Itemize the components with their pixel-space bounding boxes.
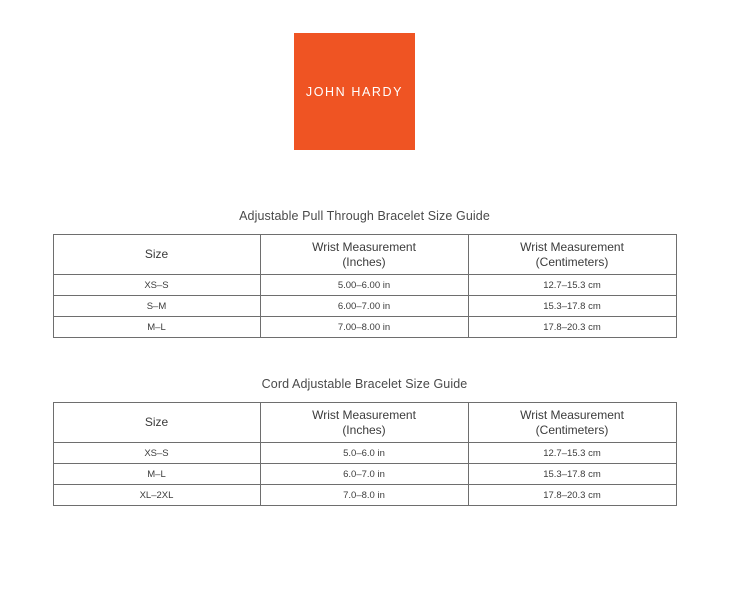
cell-inches: 5.0–6.0 in	[259, 442, 469, 464]
table-row: M–L 6.0–7.0 in 15.3–17.8 cm	[52, 463, 677, 485]
column-header-wrist-inches-line2: (Inches)	[342, 254, 386, 269]
cell-size: M–L	[52, 316, 261, 338]
column-header-wrist-inches-line2: (Inches)	[342, 422, 386, 437]
section-title-pull-through: Adjustable Pull Through Bracelet Size Gu…	[239, 209, 490, 223]
column-header-wrist-centimeters: Wrist Measurement (Centimeters)	[467, 234, 677, 275]
column-header-size-line1: Size	[144, 247, 169, 261]
table-row: S–M 6.00–7.00 in 15.3–17.8 cm	[52, 295, 677, 317]
table-header-cord: Size Wrist Measurement (Inches) Wrist Me…	[52, 402, 677, 443]
column-header-wrist-centimeters-line2: (Centimeters)	[535, 254, 609, 269]
brand-logo-text: JOHN HARDY	[305, 84, 404, 99]
cell-inches: 7.0–8.0 in	[259, 484, 469, 506]
table-row: XS–S 5.00–6.00 in 12.7–15.3 cm	[52, 274, 677, 296]
table-header-pull-through: Size Wrist Measurement (Inches) Wrist Me…	[52, 234, 677, 275]
cell-inches: 6.0–7.0 in	[259, 463, 469, 485]
column-header-wrist-centimeters-line1: Wrist Measurement	[520, 407, 624, 422]
column-header-wrist-centimeters-line1: Wrist Measurement	[520, 239, 624, 254]
column-header-size: Size	[52, 234, 261, 275]
cell-size: XS–S	[52, 442, 261, 464]
cell-size: M–L	[52, 463, 261, 485]
cell-size: XL–2XL	[52, 484, 261, 506]
table-row: M–L 7.00–8.00 in 17.8–20.3 cm	[52, 316, 677, 338]
brand-logo-square: JOHN HARDY	[294, 33, 415, 150]
column-header-wrist-inches: Wrist Measurement (Inches)	[259, 402, 469, 443]
table-row: XL–2XL 7.0–8.0 in 17.8–20.3 cm	[52, 484, 677, 506]
column-header-wrist-inches-line1: Wrist Measurement	[312, 407, 416, 422]
column-header-wrist-centimeters-line2: (Centimeters)	[535, 422, 609, 437]
cell-inches: 6.00–7.00 in	[259, 295, 469, 317]
column-header-size: Size	[52, 402, 261, 443]
table-body-cord: XS–S 5.0–6.0 in 12.7–15.3 cm M–L 6.0–7.0…	[52, 442, 677, 506]
cell-size: XS–S	[52, 274, 261, 296]
table-header-row: Size Wrist Measurement (Inches) Wrist Me…	[52, 234, 677, 275]
table-row: XS–S 5.0–6.0 in 12.7–15.3 cm	[52, 442, 677, 464]
cell-centimeters: 15.3–17.8 cm	[467, 295, 677, 317]
size-table-pull-through: Size Wrist Measurement (Inches) Wrist Me…	[52, 234, 677, 338]
cell-centimeters: 17.8–20.3 cm	[467, 484, 677, 506]
section-cord-size-guide: Cord Adjustable Bracelet Size Guide Size…	[0, 376, 729, 506]
table-body-pull-through: XS–S 5.00–6.00 in 12.7–15.3 cm S–M 6.00–…	[52, 274, 677, 338]
cell-inches: 7.00–8.00 in	[259, 316, 469, 338]
column-header-wrist-centimeters: Wrist Measurement (Centimeters)	[467, 402, 677, 443]
cell-centimeters: 12.7–15.3 cm	[467, 442, 677, 464]
column-header-wrist-inches: Wrist Measurement (Inches)	[259, 234, 469, 275]
column-header-wrist-inches-line1: Wrist Measurement	[312, 239, 416, 254]
column-header-size-line1: Size	[144, 415, 169, 429]
cell-centimeters: 17.8–20.3 cm	[467, 316, 677, 338]
cell-size: S–M	[52, 295, 261, 317]
table-header-row: Size Wrist Measurement (Inches) Wrist Me…	[52, 402, 677, 443]
cell-inches: 5.00–6.00 in	[259, 274, 469, 296]
brand-logo: JOHN HARDY	[294, 33, 415, 150]
cell-centimeters: 15.3–17.8 cm	[467, 463, 677, 485]
size-table-cord: Size Wrist Measurement (Inches) Wrist Me…	[52, 402, 677, 506]
section-title-cord: Cord Adjustable Bracelet Size Guide	[261, 377, 468, 391]
section-pull-through-size-guide: Adjustable Pull Through Bracelet Size Gu…	[0, 208, 729, 338]
cell-centimeters: 12.7–15.3 cm	[467, 274, 677, 296]
